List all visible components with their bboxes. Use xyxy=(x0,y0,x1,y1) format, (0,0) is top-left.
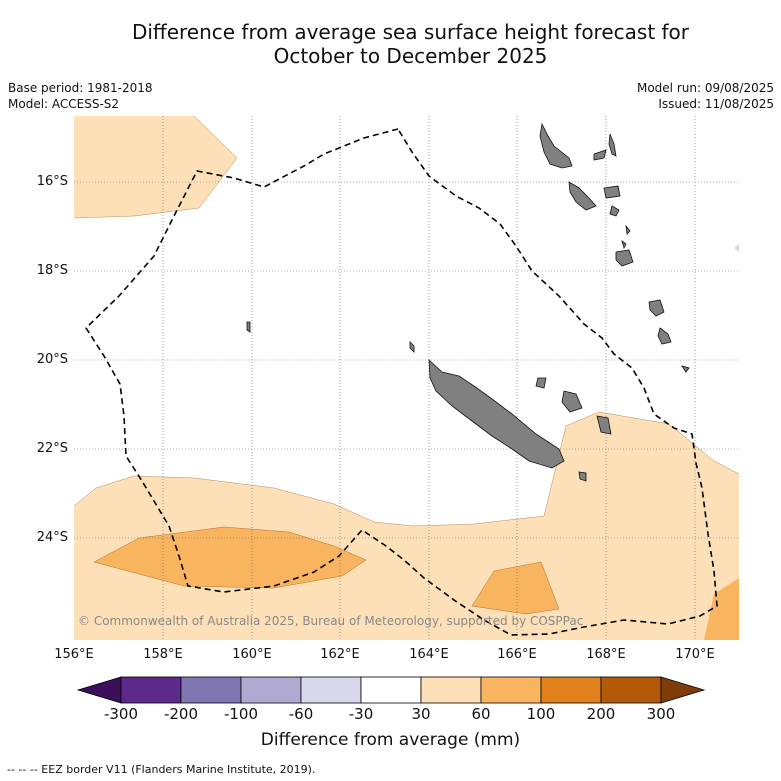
model-name: Model: ACCESS-S2 xyxy=(8,97,120,111)
lon-label-158e: 158°E xyxy=(143,647,183,662)
island-east-edge xyxy=(734,244,739,252)
anomaly-60-100-central xyxy=(472,562,559,614)
gridlines xyxy=(74,116,739,640)
chart-title: Difference from average sea surface heig… xyxy=(40,20,781,68)
colorbar-tick-label: 60 xyxy=(471,705,491,723)
colorbar-segment xyxy=(180,676,242,704)
vanuatu-malakula xyxy=(568,181,597,211)
colorbar-segment xyxy=(480,676,542,704)
lon-label-168e: 168°E xyxy=(586,647,626,662)
lat-label-16s: 16°S xyxy=(36,174,68,189)
colorbar-segment xyxy=(300,676,362,704)
colorbar-label: Difference from average (mm) xyxy=(260,730,521,750)
lon-label-160e: 160°E xyxy=(232,647,272,662)
copyright-notice: © Commonwealth of Australia 2025, Bureau… xyxy=(78,614,584,628)
lat-label-22s: 22°S xyxy=(36,441,68,456)
colorbar-segment xyxy=(600,676,662,704)
colorbar-segment xyxy=(120,676,182,704)
colorbar-segment xyxy=(360,676,422,704)
lon-label-166e: 166°E xyxy=(497,647,537,662)
colorbar-tick-label: 200 xyxy=(586,705,616,723)
lon-label-164e: 164°E xyxy=(409,647,449,662)
lat-label-20s: 20°S xyxy=(36,352,68,367)
colorbar-segment xyxy=(540,676,602,704)
model-run: Model run: 09/08/2025 xyxy=(636,81,774,95)
eez-legend-note: -- -- -- EEZ border V11 (Flanders Marine… xyxy=(7,763,316,776)
map-panel[interactable]: © Commonwealth of Australia 2025, Bureau… xyxy=(74,116,739,640)
colorbar-tick-label: -100 xyxy=(223,705,259,723)
map-svg xyxy=(74,116,739,640)
colorbar-segment xyxy=(420,676,482,704)
colorbar-tick-label: -30 xyxy=(348,705,374,723)
colorbar xyxy=(76,676,706,704)
vanuatu-espiritu-santo xyxy=(539,122,573,169)
colorbar-segment xyxy=(240,676,302,704)
base-period: Base period: 1981-2018 xyxy=(8,81,153,95)
anomaly-30-60-south xyxy=(74,412,739,640)
colorbar-tick-label: 300 xyxy=(646,705,676,723)
anomaly-60-100-east xyxy=(704,578,739,640)
lon-label-170e: 170°E xyxy=(675,647,715,662)
title-line-1: Difference from average sea surface heig… xyxy=(131,20,690,44)
colorbar-extend-low xyxy=(76,676,122,704)
anomaly-30-60-northwest xyxy=(74,116,237,218)
anomaly-60-100-west xyxy=(94,527,366,588)
colorbar-tick-label: -60 xyxy=(288,705,314,723)
colorbar-extend-high xyxy=(660,676,706,704)
lat-label-24s: 24°S xyxy=(36,530,68,545)
issued-date: Issued: 11/08/2025 xyxy=(658,97,774,111)
eez-border xyxy=(84,128,718,636)
colorbar-tick-label: -300 xyxy=(103,705,139,723)
lon-label-156e: 156°E xyxy=(54,647,94,662)
new-caledonia xyxy=(428,359,565,469)
land-masses xyxy=(246,122,690,482)
meta-left: Base period: 1981-2018 Model: ACCESS-S2 xyxy=(8,80,153,112)
lon-label-162e: 162°E xyxy=(320,647,360,662)
lat-label-18s: 18°S xyxy=(36,263,68,278)
meta-right: Model run: 09/08/2025 Issued: 11/08/2025 xyxy=(637,80,774,112)
colorbar-tick-label: -200 xyxy=(163,705,199,723)
title-line-2: October to December 2025 xyxy=(273,44,548,68)
colorbar-tick-label: 100 xyxy=(526,705,556,723)
colorbar-tick-label: 30 xyxy=(411,705,431,723)
